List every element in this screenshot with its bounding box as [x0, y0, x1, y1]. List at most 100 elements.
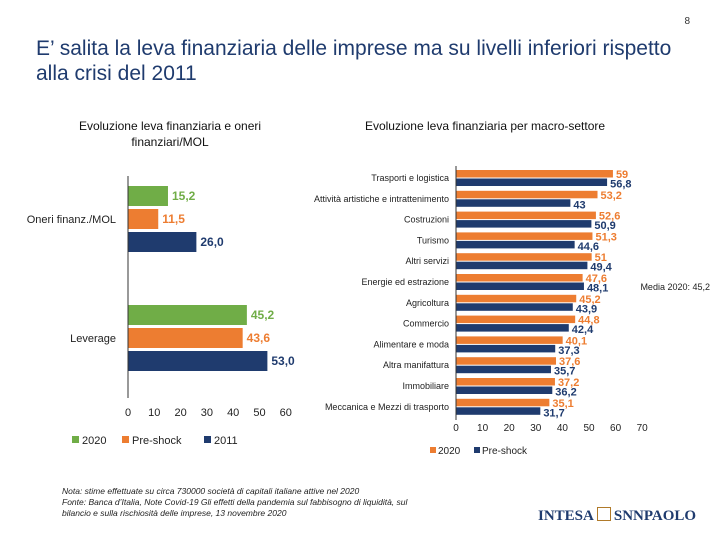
- right-bar-preshock: [456, 344, 556, 353]
- right-x-tick: 70: [637, 423, 649, 434]
- right-category-label: Meccanica e Mezzi di trasporto: [325, 402, 449, 412]
- right-x-tick: 50: [583, 423, 595, 434]
- right-value-2020: 59: [616, 169, 628, 181]
- right-category-label: Agricoltura: [406, 298, 449, 308]
- right-bar-preshock: [456, 365, 551, 374]
- footnote-source-2: bilancio e sulla rischiosità delle impre…: [62, 508, 287, 518]
- right-legend-swatch: [430, 447, 436, 453]
- right-bar-preshock: [456, 324, 569, 332]
- right-legend-label: 2020: [438, 446, 461, 457]
- right-bar-2020: [456, 294, 577, 303]
- right-value-preshock: 31,7: [543, 407, 564, 419]
- right-category-label: Energie ed estrazione: [361, 277, 449, 287]
- right-x-tick: 40: [557, 423, 569, 434]
- logo-text-right: SNNPAOLO: [613, 508, 697, 524]
- right-value-preshock: 50,9: [594, 220, 615, 232]
- right-value-2020: 37,2: [558, 377, 579, 389]
- right-category-label: Trasporti e logistica: [371, 173, 449, 183]
- left-legend-label: Pre-shock: [132, 435, 182, 447]
- right-value-preshock: 44,6: [578, 241, 599, 253]
- right-bar-2020: [456, 357, 557, 365]
- right-bar-preshock: [456, 407, 541, 415]
- right-bar-2020: [456, 336, 563, 344]
- right-value-preshock: 35,7: [554, 366, 575, 378]
- right-bar-2020: [456, 378, 555, 386]
- left-legend-swatch: [72, 436, 79, 443]
- right-x-tick: 0: [453, 423, 459, 434]
- right-bar-preshock: [456, 199, 571, 207]
- right-bar-preshock: [456, 386, 553, 394]
- left-x-tick: 50: [253, 407, 265, 419]
- right-bar-2020: [456, 170, 613, 178]
- left-category-label: Oneri finanz./MOL: [27, 214, 116, 226]
- right-bar-2020: [456, 211, 596, 220]
- right-bar-2020: [456, 253, 592, 261]
- right-legend-swatch: [474, 447, 480, 453]
- right-value-2020: 40,1: [566, 335, 587, 347]
- right-bar-preshock: [456, 282, 584, 290]
- right-x-tick: 30: [530, 423, 542, 434]
- left-value-label: 53,0: [271, 354, 295, 368]
- left-value-label: 26,0: [200, 235, 224, 249]
- right-category-label: Immobiliare: [402, 381, 449, 391]
- left-x-tick: 20: [174, 407, 186, 419]
- left-value-label: 11,5: [162, 212, 185, 226]
- right-bar-preshock: [456, 240, 575, 249]
- left-x-tick: 0: [125, 407, 131, 419]
- right-bar-2020: [456, 315, 576, 324]
- right-value-preshock: 37,3: [558, 345, 579, 357]
- left-value-label: 15,2: [172, 189, 196, 203]
- right-category-label: Costruzioni: [404, 215, 449, 225]
- left-bar-oneri-finanz-mol-2011: [128, 232, 197, 252]
- left-legend-swatch: [122, 436, 129, 443]
- right-value-preshock: 43: [573, 199, 585, 211]
- right-bar-preshock: [456, 261, 588, 270]
- right-category-label: Turismo: [417, 235, 449, 245]
- left-legend-swatch: [204, 436, 211, 443]
- right-value-2020: 35,1: [552, 398, 573, 410]
- right-category-label: Altri servizi: [405, 256, 449, 266]
- right-bar-2020: [456, 398, 550, 407]
- right-value-2020: 53,2: [601, 190, 622, 202]
- left-legend-label: 2011: [214, 435, 238, 447]
- left-chart-title: Evoluzione leva finanziaria e oneri fina…: [78, 119, 262, 149]
- left-bar-oneri-finanz-mol-2020: [128, 186, 168, 206]
- left-x-tick: 40: [227, 407, 239, 419]
- right-chart-title: Evoluzione leva finanziaria per macro-se…: [364, 119, 606, 133]
- average-annotation: Media 2020: 45,2: [640, 282, 710, 292]
- right-category-label: Alimentare e moda: [373, 339, 449, 349]
- right-value-2020: 45,2: [579, 294, 600, 306]
- right-x-tick: 20: [504, 423, 516, 434]
- right-value-2020: 51,3: [595, 231, 616, 243]
- left-x-tick: 30: [201, 407, 213, 419]
- right-bar-2020: [456, 274, 583, 282]
- footnote: Nota: stime effettuate su circa 730000 s…: [62, 486, 522, 519]
- right-value-preshock: 43,9: [576, 303, 597, 315]
- right-value-2020: 47,6: [586, 273, 607, 285]
- right-value-preshock: 56,8: [610, 179, 631, 191]
- right-bar-preshock: [456, 303, 573, 311]
- right-category-label: Attività artistiche e intrattenimento: [314, 194, 449, 204]
- intesa-sanpaolo-logo: INTESA SNNPAOLO: [538, 507, 696, 525]
- left-x-tick: 60: [280, 407, 292, 419]
- right-value-2020: 52,6: [599, 211, 620, 223]
- right-x-tick: 10: [477, 423, 489, 434]
- footnote-source-1: Fonte: Banca d’Italia, Note Covid-19 Gli…: [62, 497, 408, 507]
- footnote-note: Nota: stime effettuate su circa 730000 s…: [62, 486, 360, 496]
- right-category-label: Commercio: [403, 319, 449, 329]
- right-bar-preshock: [456, 220, 592, 228]
- right-value-preshock: 36,2: [555, 387, 576, 399]
- right-value-2020: 44,8: [578, 315, 599, 327]
- right-bar-2020: [456, 190, 598, 199]
- left-legend-label: 2020: [82, 435, 106, 447]
- left-x-tick: 10: [148, 407, 160, 419]
- page-title: E’ salita la leva finanziaria delle impr…: [36, 37, 672, 85]
- logo-mark-icon: [596, 507, 611, 521]
- left-bar-oneri-finanz-mol-pre-shock: [128, 209, 159, 229]
- right-legend-label: Pre-shock: [482, 446, 528, 457]
- right-value-preshock: 48,1: [587, 283, 608, 295]
- left-bar-leverage-pre-shock: [128, 328, 243, 348]
- left-value-label: 43,6: [247, 331, 271, 345]
- left-value-label: 45,2: [251, 308, 275, 322]
- right-bar-preshock: [456, 178, 608, 186]
